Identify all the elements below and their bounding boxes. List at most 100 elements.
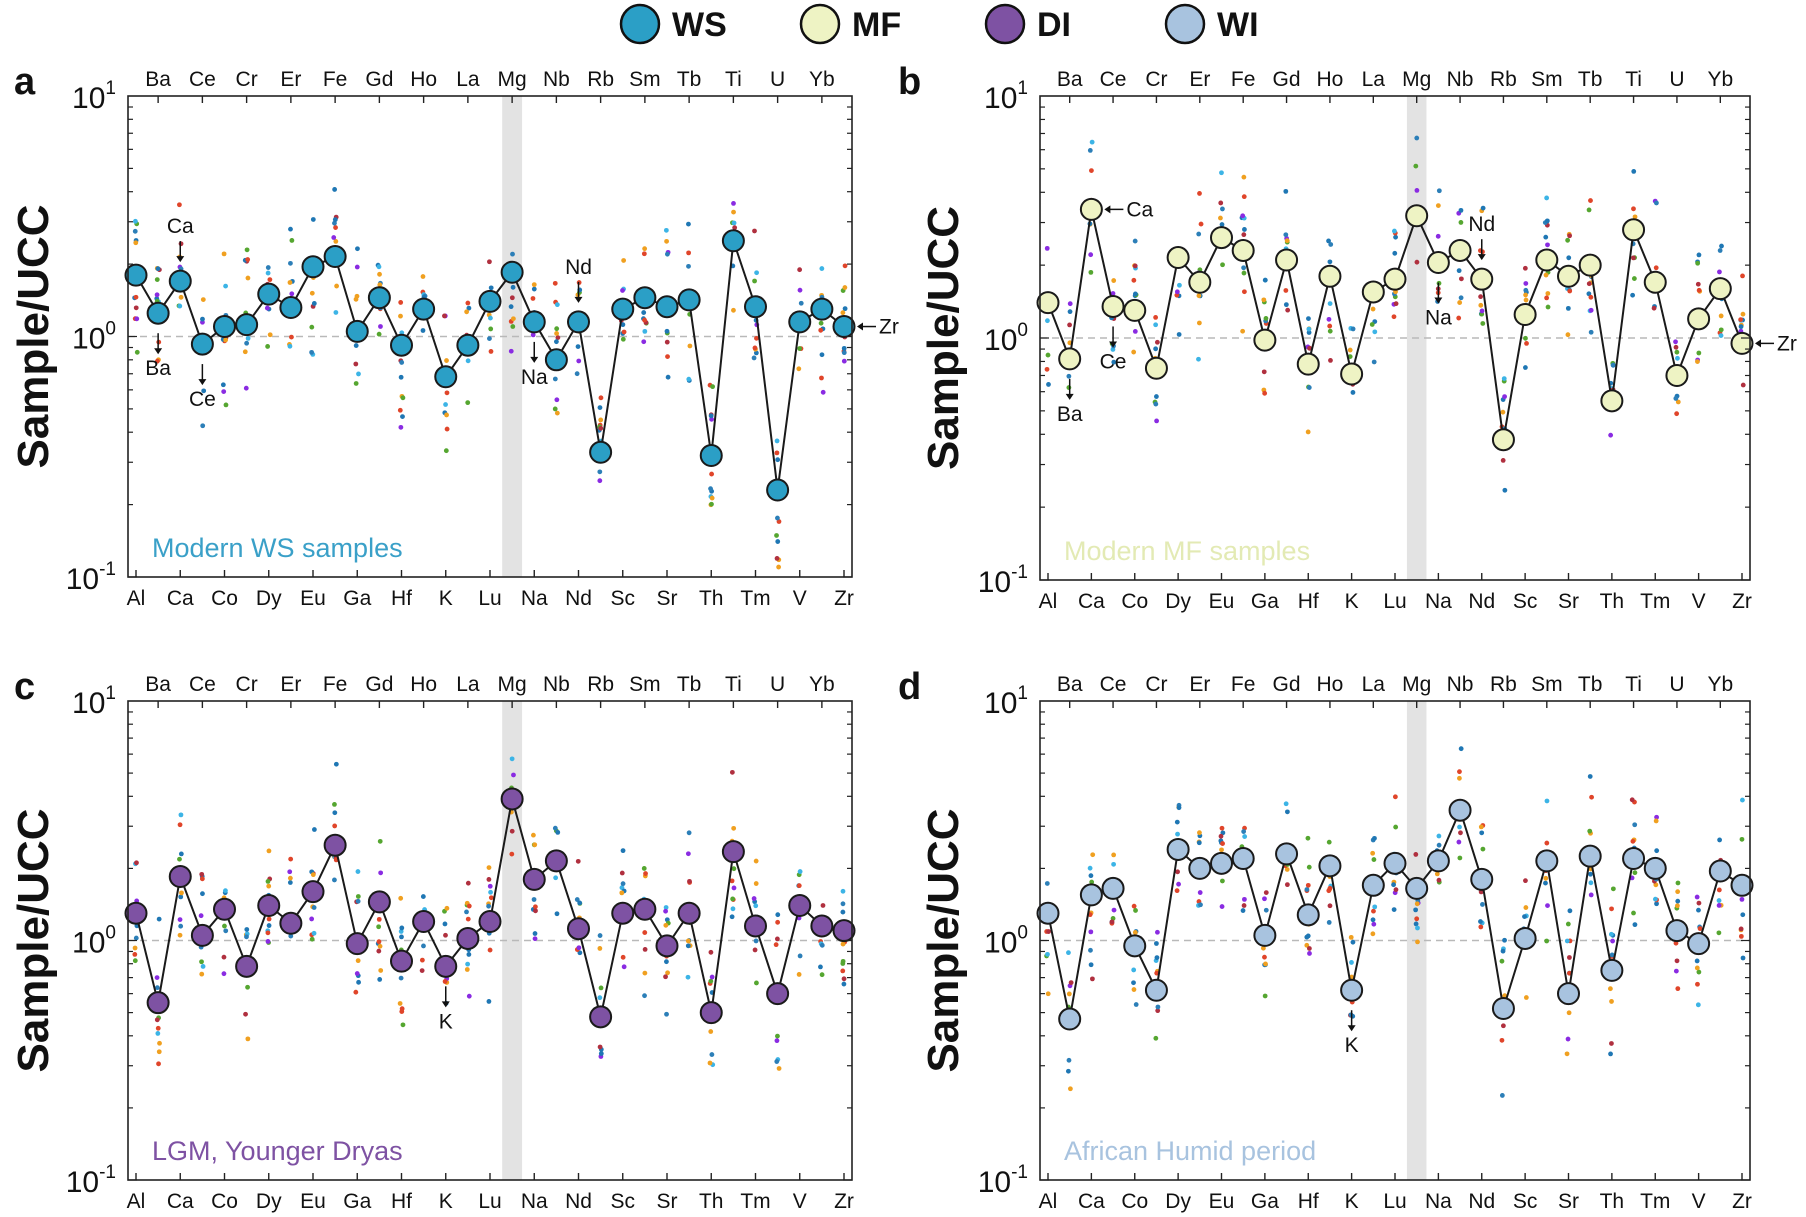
mean-marker-yb: [1708, 859, 1732, 883]
sample-point: [1567, 233, 1573, 239]
sample-point: [729, 769, 735, 775]
sample-point: [1391, 882, 1396, 888]
sample-point: [819, 972, 825, 978]
x-tick-label-top: Yb: [1707, 673, 1733, 696]
sample-point: [1566, 255, 1572, 261]
sample-point: [178, 851, 184, 857]
sample-point: [1283, 188, 1289, 194]
sample-point: [1065, 1068, 1071, 1074]
sample-point: [1653, 882, 1659, 888]
x-tick-label-top: Tb: [1578, 68, 1603, 91]
sample-point: [1133, 908, 1138, 913]
sample-point: [1174, 289, 1180, 295]
annotation-arrowhead: [1477, 254, 1486, 261]
mean-marker-la: [456, 333, 480, 357]
sample-point: [1588, 880, 1594, 886]
sample-point: [200, 297, 206, 303]
sample-point: [1610, 886, 1616, 892]
sample-point: [1565, 332, 1571, 338]
annotation-label: Na: [521, 366, 548, 389]
sample-point: [554, 410, 560, 416]
sample-point: [708, 978, 714, 984]
sample-point: [156, 1049, 162, 1055]
sample-point: [487, 259, 492, 265]
series-line: [135, 240, 845, 491]
sample-point: [465, 916, 471, 922]
x-tick-label-top: Sm: [629, 68, 661, 91]
annotation-label: Ca: [167, 215, 194, 238]
sample-point: [1241, 174, 1247, 180]
sample-point: [1502, 394, 1507, 400]
sample-point: [1740, 797, 1745, 803]
sample-point: [1413, 852, 1419, 857]
mean-marker-mg: [500, 260, 524, 284]
mean-marker-ca: [168, 865, 192, 889]
sample-point: [1153, 1035, 1159, 1041]
x-tick-label-top: Ti: [725, 673, 742, 696]
x-tick-label-top: La: [456, 68, 480, 91]
sample-point: [1305, 882, 1311, 888]
sample-point: [1066, 950, 1071, 956]
sample-point: [421, 943, 426, 949]
mean-marker-er: [1188, 270, 1212, 294]
sample-point: [1739, 836, 1745, 842]
sample-point: [355, 958, 361, 964]
sample-point: [1393, 824, 1399, 830]
mean-marker-nb: [544, 849, 568, 873]
mean-marker-ga: [345, 319, 369, 343]
sample-point: [1458, 295, 1464, 301]
x-tick-label-top: Sm: [629, 673, 661, 696]
sample-point: [1089, 879, 1095, 885]
x-tick-label-top: Tb: [1578, 673, 1603, 696]
mean-marker-ti: [721, 840, 745, 864]
mean-marker-co: [213, 315, 236, 339]
sample-point: [554, 302, 560, 308]
x-tick-label-bottom: Th: [1600, 1190, 1625, 1213]
sample-point: [1155, 1008, 1161, 1014]
mean-marker-nd: [567, 310, 590, 334]
sample-point: [178, 294, 184, 300]
x-tick-label-top: Cr: [1145, 673, 1167, 696]
sample-point: [729, 878, 735, 884]
mean-marker-al: [124, 263, 148, 287]
sample-point: [1674, 903, 1680, 909]
sample-point: [287, 869, 293, 875]
x-tick-label-bottom: Ca: [167, 1190, 194, 1213]
x-tick-label-top: Sm: [1531, 68, 1563, 91]
sample-point: [1717, 837, 1723, 843]
x-tick-label-bottom: K: [1345, 1190, 1359, 1213]
sample-point: [376, 948, 382, 954]
sample-point: [1632, 214, 1638, 220]
x-tick-label-bottom: Co: [211, 587, 238, 610]
sample-point: [178, 923, 184, 929]
sample-point: [267, 332, 273, 338]
mean-marker-sc: [611, 297, 635, 321]
sample-point: [488, 285, 494, 291]
sample-point: [774, 1059, 780, 1064]
sample-point: [533, 908, 538, 914]
sample-point: [1370, 917, 1376, 923]
sample-point: [1586, 281, 1592, 287]
sample-point: [840, 968, 846, 974]
sample-point: [1696, 252, 1702, 258]
mean-marker-rb: [1491, 997, 1515, 1021]
sample-point: [1523, 287, 1529, 293]
sample-point: [443, 402, 448, 407]
x-tick-label-bottom: Lu: [478, 587, 501, 610]
x-tick-label-bottom: Nd: [1468, 1190, 1495, 1213]
mean-marker-ti: [721, 229, 745, 253]
sample-point: [266, 883, 272, 889]
mean-marker-nd: [567, 917, 590, 941]
sample-point: [1197, 191, 1202, 196]
mean-marker-tb: [1578, 253, 1602, 277]
sample-point: [355, 246, 360, 252]
sample-point: [1653, 818, 1659, 824]
x-tick-label-top: Ce: [189, 68, 216, 91]
sample-point: [1502, 487, 1508, 493]
sample-point: [154, 277, 160, 282]
sample-point: [1717, 248, 1723, 253]
x-tick-label-top: Ho: [410, 673, 437, 696]
sample-point: [398, 374, 404, 380]
x-tick-label-bottom: Ca: [167, 587, 194, 610]
sample-point: [332, 810, 338, 816]
